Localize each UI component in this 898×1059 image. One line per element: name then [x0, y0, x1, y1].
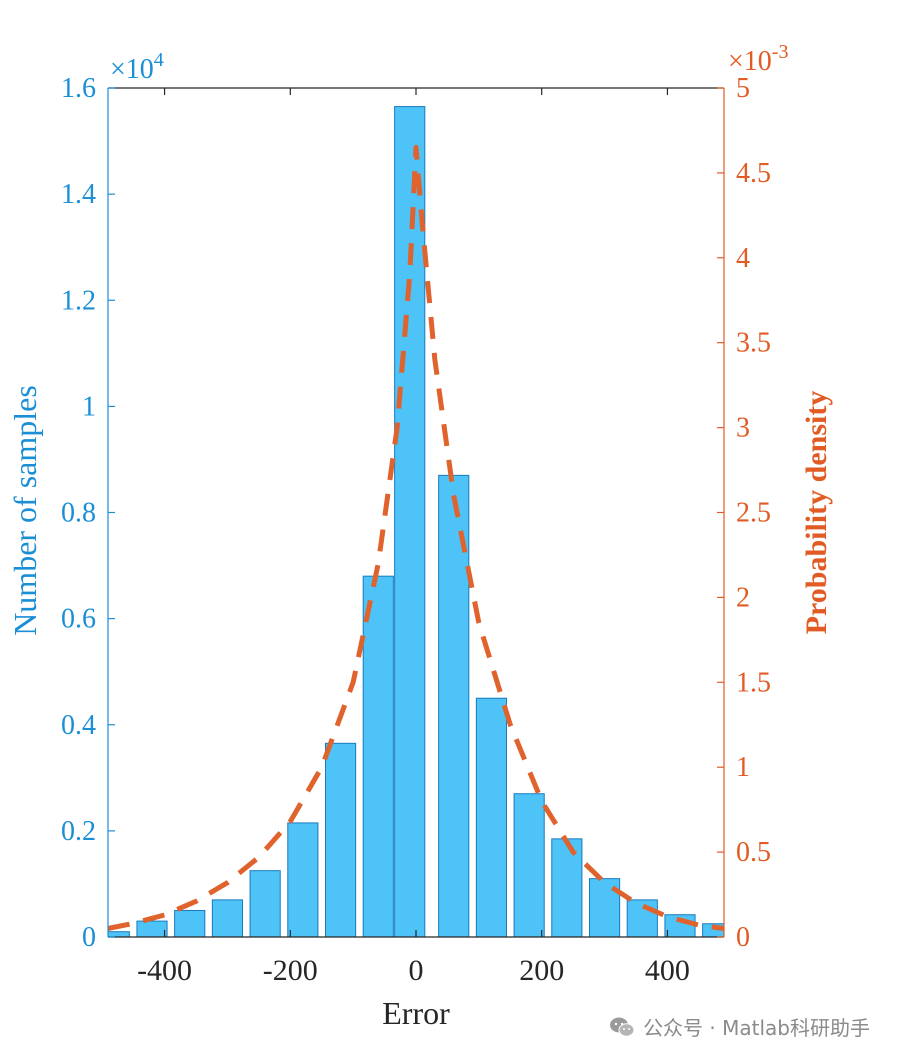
bar-1 — [136, 920, 168, 937]
right-tick-label-4: 2 — [736, 582, 750, 613]
bar-12 — [551, 838, 583, 937]
left-tick-label-3: 0.6 — [61, 604, 96, 635]
axes-layer — [107, 87, 725, 938]
left-axis-title: Number of samples — [7, 385, 43, 636]
bar-5 — [287, 822, 319, 937]
right-tick-label-8: 4 — [736, 243, 750, 274]
density-line — [107, 144, 725, 931]
bar-14 — [626, 899, 658, 937]
right-tick-label-3: 1.5 — [736, 667, 771, 698]
x-tick-label-0: -400 — [137, 954, 192, 987]
bar-6 — [324, 742, 357, 937]
left-tick-label-7: 1.4 — [61, 179, 96, 210]
right-tick-label-0: 0 — [736, 922, 750, 953]
left-tick-label-1: 0.2 — [61, 816, 96, 847]
left-tick-label-2: 0.4 — [61, 710, 96, 741]
bar-2 — [174, 909, 206, 937]
wechat-icon — [610, 1017, 635, 1037]
bar-0 — [108, 931, 130, 937]
right-exponent-label: ×10-3 — [728, 41, 788, 77]
x-tick-label-1: -200 — [263, 954, 318, 987]
right-tick-label-7: 3.5 — [736, 328, 771, 359]
bar-7 — [362, 575, 394, 937]
bar-8 — [394, 106, 426, 937]
x-tick-label-3: 200 — [519, 954, 564, 987]
right-tick-label-5: 2.5 — [736, 498, 771, 529]
watermark: 公众号 · Matlab科研助手 — [609, 1012, 870, 1041]
bars-layer — [108, 106, 724, 937]
labels-layer: 0 0.2 0.4 0.6 0.8 1 1.2 1.4 1.6 0 0.5 1 1.5 2 2.5 3 3.5 4… — [7, 41, 833, 1031]
right-tick-label-9: 4.5 — [736, 158, 771, 189]
x-tick-label-4: 400 — [645, 954, 690, 987]
x-tick-label-2: 0 — [409, 954, 424, 987]
left-tick-label-5: 1 — [82, 391, 96, 422]
bar-4 — [249, 870, 281, 937]
right-tick-label-1: 0.5 — [736, 837, 771, 868]
left-exponent-label: ×104 — [110, 49, 164, 85]
bar-3 — [211, 899, 244, 937]
bar-10 — [475, 697, 508, 937]
left-tick-label-4: 0.8 — [61, 498, 96, 529]
watermark-text: 公众号 · Matlab科研助手 — [643, 1016, 870, 1040]
right-axis-title: Probability density — [800, 391, 833, 635]
right-tick-label-6: 3 — [736, 413, 750, 444]
density-layer — [107, 144, 725, 931]
bar-11 — [513, 793, 545, 937]
left-tick-label-0: 0 — [82, 922, 96, 953]
left-tick-label-8: 1.6 — [61, 73, 96, 104]
left-tick-label-6: 1.2 — [61, 285, 96, 316]
right-tick-label-2: 1 — [736, 752, 750, 783]
x-axis-title: Error — [382, 995, 450, 1031]
right-tick-label-10: 5 — [736, 73, 750, 104]
